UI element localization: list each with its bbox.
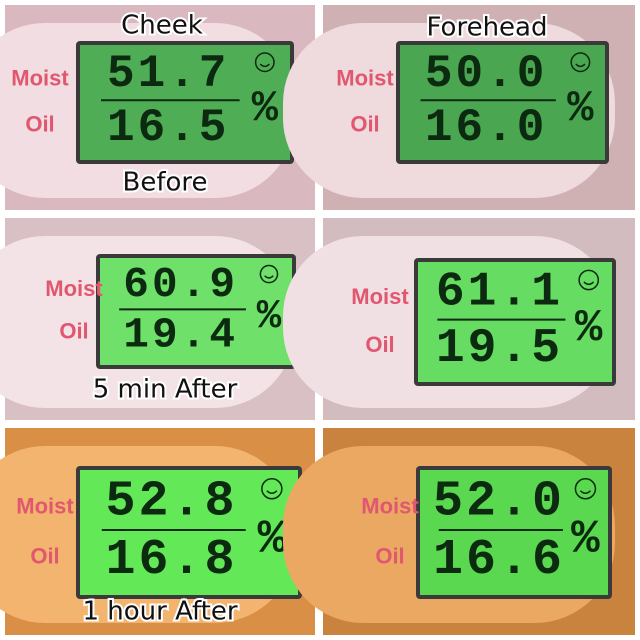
smiley-mouth (579, 490, 591, 494)
unit: % (571, 512, 600, 566)
moist-reading: 52.0 (433, 473, 565, 530)
oil-reading: 16.6 (433, 532, 565, 589)
moist-label: Moist (336, 65, 394, 90)
lcd-screen (420, 470, 608, 595)
panel: Moist Oil 50.016.0% (283, 5, 635, 210)
oil-label: Oil (25, 111, 54, 136)
oil-reading: 19.5 (436, 322, 563, 376)
unit: % (257, 295, 282, 341)
oil-reading: 16.8 (106, 532, 238, 589)
oil-reading: 19.4 (123, 310, 238, 359)
row-label: 1 hour After (82, 597, 237, 627)
moist-label: Moist (361, 493, 419, 518)
moist-label: Moist (351, 284, 409, 309)
row-label: 5 min After (93, 375, 238, 405)
unit: % (252, 85, 279, 134)
moist-reading: 50.0 (425, 48, 547, 100)
smiley (574, 478, 597, 500)
oil-label: Oil (30, 543, 59, 568)
moist-label: Moist (16, 493, 74, 518)
smiley (261, 478, 283, 500)
lcd-screen (80, 45, 290, 160)
oil-reading: 16.5 (107, 102, 229, 154)
row-label: Before (122, 168, 207, 198)
panel: Moist Oil 52.016.6% (283, 428, 635, 635)
panel: Moist Oil 52.816.8% (0, 428, 315, 635)
oil-label: Oil (365, 332, 394, 357)
panel: Moist Oil 51.716.5% (0, 5, 315, 210)
unit: % (575, 302, 603, 354)
smiley-mouth (583, 281, 595, 286)
panel: Moist Oil 61.119.5% (283, 218, 635, 420)
moist-reading: 51.7 (107, 48, 229, 100)
moist-label: Moist (11, 65, 69, 90)
smiley-mouth (575, 63, 586, 68)
smiley (570, 52, 591, 73)
oil-label: Oil (375, 543, 404, 568)
column-label: Cheek (121, 11, 203, 41)
panel: Moist Oil 60.919.4% (0, 218, 315, 420)
moist-reading: 61.1 (436, 266, 563, 320)
oil-reading: 16.0 (425, 102, 547, 154)
oil-label: Oil (59, 319, 88, 344)
moist-reading: 52.8 (106, 473, 238, 530)
oil-label: Oil (350, 111, 379, 136)
column-label: Forehead (427, 13, 548, 43)
panels: Moist Oil 51.716.5 % Moist Oil 50.016.0 % Moist O… (0, 5, 635, 635)
smiley (259, 264, 279, 284)
smiley-mouth (266, 490, 278, 494)
unit: % (258, 512, 287, 566)
smiley-mouth (264, 275, 274, 279)
unit: % (567, 85, 594, 134)
moist-reading: 60.9 (123, 260, 238, 309)
smiley (578, 269, 600, 291)
moist-label: Moist (45, 276, 103, 301)
smiley (254, 52, 275, 73)
smiley-mouth (259, 63, 270, 68)
